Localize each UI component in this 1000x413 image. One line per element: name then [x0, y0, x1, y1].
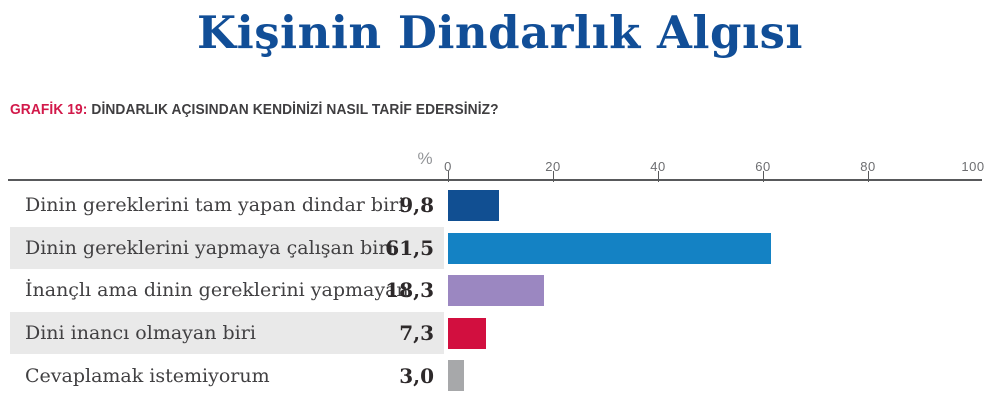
value-label: 7,3 — [399, 321, 434, 346]
x-axis-tick-label: 100 — [961, 159, 985, 174]
x-axis-tick-mark — [448, 171, 449, 182]
bar — [448, 317, 487, 349]
value-label: 61,5 — [385, 235, 434, 260]
bar — [448, 275, 545, 307]
percent-axis-unit: % — [417, 149, 433, 168]
x-axis-tick-label: 80 — [860, 159, 876, 174]
row-shading-band — [10, 226, 444, 270]
bar — [448, 360, 464, 392]
bar — [448, 232, 771, 264]
x-axis-tick-mark — [763, 171, 764, 182]
chart-row: Dini inancı olmayan biri 7,3 — [0, 311, 1000, 355]
category-label: Dini inancı olmayan biri — [25, 322, 256, 345]
chart-subtitle: GRAFİK 19: DİNDARLIK AÇISINDAN KENDİNİZİ… — [10, 102, 499, 118]
x-axis-tick-label: 60 — [755, 159, 771, 174]
x-axis-tick-mark — [868, 171, 869, 182]
chart-row: Cevaplamak istemiyorum 3,0 — [0, 354, 1000, 397]
x-axis-tick-label: 40 — [650, 159, 666, 174]
chart-question-label: DİNDARLIK AÇISINDAN KENDİNİZİ NASIL TARİ… — [87, 102, 499, 118]
value-label: 18,3 — [385, 278, 434, 303]
chart-row: Dinin gereklerini tam yapan dindar biri 9… — [0, 184, 1000, 227]
x-axis-line — [8, 179, 982, 181]
chart-row: İnançlı ama dinin gereklerini yapmayan 18… — [0, 269, 1000, 312]
x-axis-tick-mark — [658, 171, 659, 182]
page-title: Kişinin Dindarlık Algısı — [196, 6, 804, 59]
row-shading-band — [10, 311, 444, 355]
x-axis-tick-label: 20 — [545, 159, 561, 174]
value-label: 9,8 — [399, 193, 434, 218]
value-label: 3,0 — [399, 363, 434, 388]
category-label: Dinin gereklerini yapmaya çalışan biri — [25, 236, 394, 259]
category-label: Dinin gereklerini tam yapan dindar biri — [25, 194, 405, 217]
category-label: Cevaplamak istemiyorum — [25, 364, 270, 387]
bar — [448, 190, 500, 221]
x-axis-tick-mark — [553, 171, 554, 182]
chart-row: Dinin gereklerini yapmaya çalışan biri 61… — [0, 226, 1000, 270]
x-axis-tick-label: 0 — [444, 159, 452, 174]
category-label: İnançlı ama dinin gereklerini yapmayan — [25, 279, 409, 302]
chart-number-label: GRAFİK 19: — [10, 102, 88, 118]
